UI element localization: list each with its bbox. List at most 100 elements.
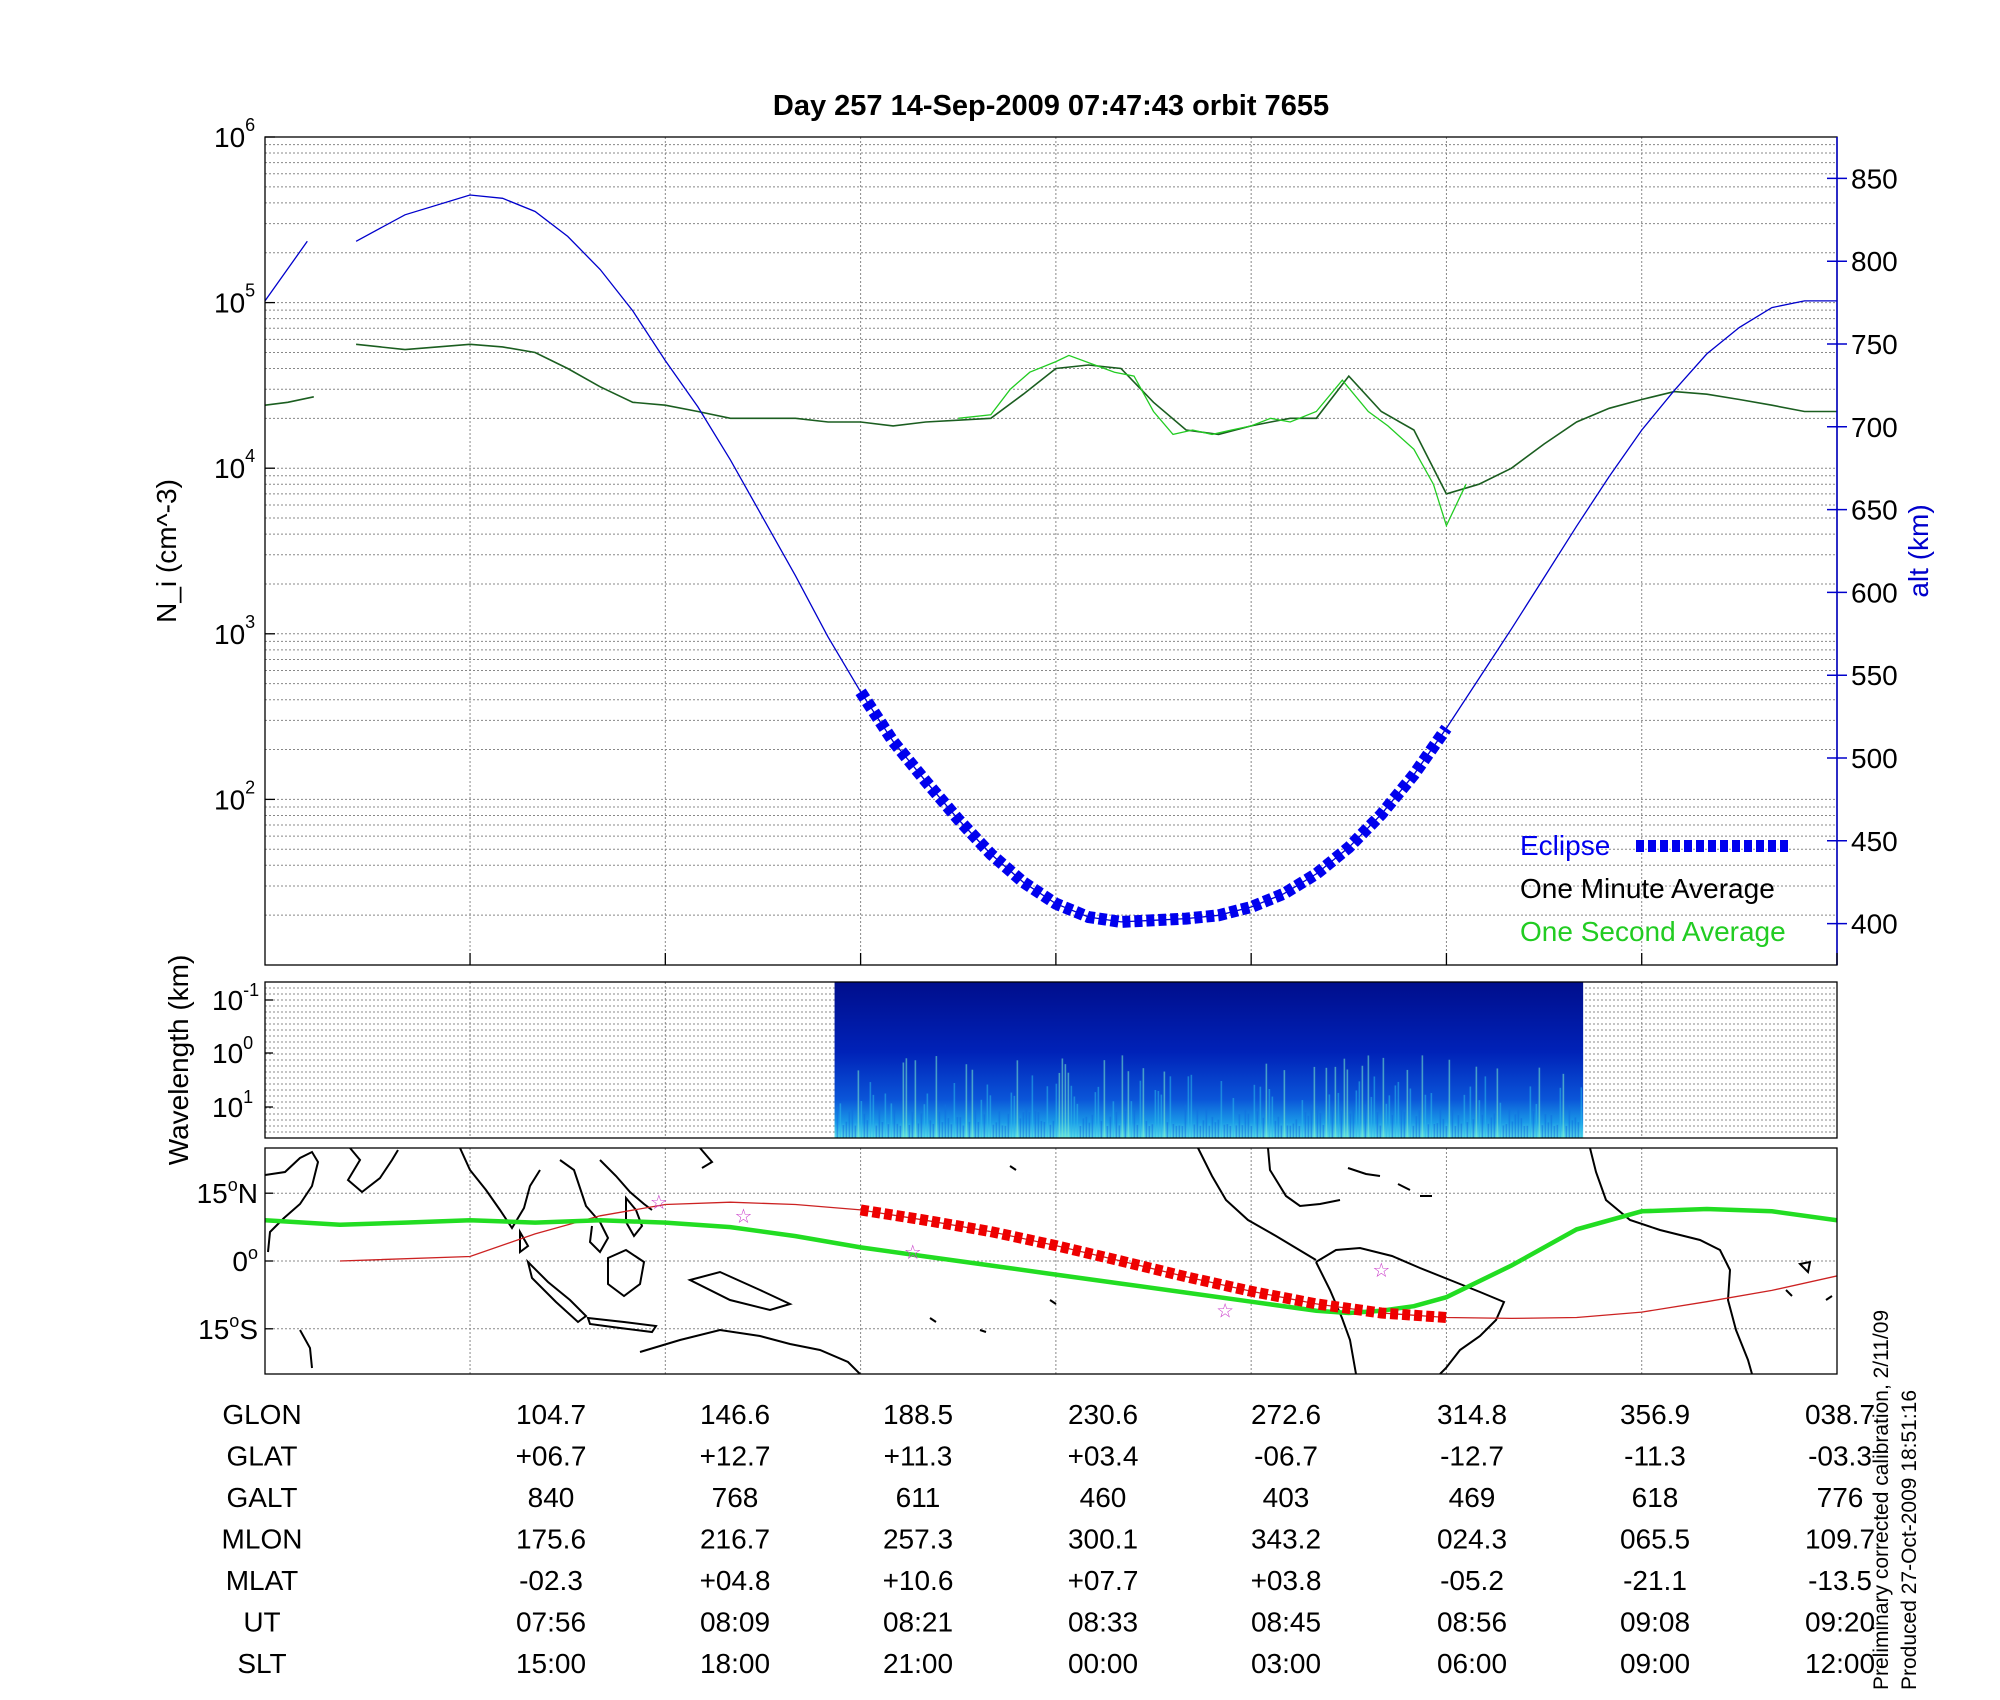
- spectrogram-streak: [917, 1123, 920, 1138]
- chart-title: Day 257 14-Sep-2009 07:47:43 orbit 7655: [773, 90, 1329, 122]
- spectrogram-streak: [1274, 1120, 1277, 1138]
- table-cell: 12:00: [1805, 1648, 1875, 1679]
- spectrogram-streak: [1355, 1090, 1358, 1138]
- spectrogram-streak: [836, 1108, 839, 1138]
- spectrogram-streak: [1580, 1087, 1583, 1138]
- spectrogram-streak: [1019, 1118, 1022, 1138]
- y2tick-label: 800: [1851, 246, 1898, 277]
- spectrogram-streak: [1199, 1125, 1202, 1138]
- spectrogram-streak: [1496, 1068, 1499, 1138]
- spectrogram-streak: [1553, 1125, 1556, 1138]
- table-cell: -02.3: [519, 1565, 583, 1596]
- spectrogram-streak: [1532, 1111, 1535, 1138]
- spectrogram-streak: [1043, 1121, 1046, 1138]
- spectrogram-streak: [1481, 1114, 1484, 1138]
- coastline-india: [459, 1148, 541, 1230]
- table-cell: 230.6: [1068, 1399, 1138, 1430]
- spectrogram-streak: [1292, 1123, 1295, 1138]
- table-cell: -06.7: [1254, 1441, 1318, 1472]
- spectrogram-streak: [1373, 1076, 1376, 1138]
- spectrogram-streak: [1520, 1118, 1523, 1138]
- spectrogram-streak: [1517, 1107, 1520, 1138]
- table-cell: 300.1: [1068, 1524, 1138, 1555]
- coastline-pacific-islands: [929, 1165, 1057, 1333]
- spectrogram-streak: [1391, 1114, 1394, 1138]
- spectrogram-streak: [977, 1121, 980, 1138]
- map-grid: [265, 1148, 1838, 1374]
- credit-line-2: Produced 27-Oct-2009 18:51:16: [1898, 1390, 1921, 1690]
- table-cell: 024.3: [1437, 1524, 1507, 1555]
- spectrogram-streak: [1244, 1109, 1247, 1138]
- spectrogram-streak: [986, 1084, 989, 1138]
- spectrogram-streak: [1394, 1085, 1397, 1138]
- spectrogram-streak: [1094, 1092, 1097, 1138]
- table-cell: 611: [896, 1482, 941, 1513]
- spectrogram-streaks: [836, 1055, 1583, 1138]
- spectrogram-streak: [1574, 1117, 1577, 1138]
- spectrogram-streak: [1556, 1124, 1559, 1138]
- spectrogram-ylabel-text: Wavelength (km): [163, 955, 194, 1166]
- map-yticks: 15oN 0o 15oS: [197, 1175, 273, 1345]
- spectrogram-streak: [1412, 1125, 1415, 1138]
- spectrogram-streak: [1448, 1059, 1451, 1138]
- table-cell: 188.5: [883, 1399, 953, 1430]
- spectrogram-streak: [1502, 1125, 1505, 1138]
- coastline-japan: [699, 1148, 714, 1169]
- spectrogram-streak: [1220, 1081, 1223, 1138]
- coastlines: [265, 1148, 1833, 1374]
- spectrogram-streak: [1184, 1105, 1187, 1138]
- spectrogram-streak: [1442, 1118, 1445, 1138]
- spectrogram-streak: [983, 1114, 986, 1138]
- coastline-borneo: [607, 1248, 646, 1298]
- spectrogram-streak: [1196, 1108, 1199, 1138]
- table-cell: +04.8: [700, 1565, 771, 1596]
- altitude-line: [265, 194, 1837, 923]
- spectrogram-streak: [1331, 1108, 1334, 1138]
- table-cell: 403: [1263, 1482, 1310, 1513]
- spectrogram-streak: [1085, 1116, 1088, 1138]
- altitude-yticks: 400 450 500 550 600 650 700 750 800 850: [1827, 163, 1898, 940]
- table-cell: 776: [1817, 1482, 1864, 1513]
- spectrogram-streak: [1100, 1120, 1103, 1138]
- spectrogram-streak: [1577, 1122, 1580, 1138]
- table-cell: 272.6: [1251, 1399, 1321, 1430]
- spectrogram-streak: [1208, 1125, 1211, 1138]
- spectrogram-streak: [893, 1108, 896, 1138]
- slt-xticks: [469, 953, 1838, 965]
- spectrogram-streak: [1001, 1125, 1004, 1138]
- coastline-west-africa: [1589, 1148, 1753, 1374]
- spectrogram-streak: [1262, 1117, 1265, 1138]
- table-cell: 08:21: [883, 1607, 953, 1638]
- table-row-label: SLT: [237, 1648, 286, 1679]
- spectrogram-streak: [1049, 1124, 1052, 1138]
- spectrogram-streak: [884, 1093, 887, 1138]
- spectrogram-streak: [926, 1093, 929, 1138]
- ytick-label: 106: [214, 115, 255, 153]
- spectrogram-streak: [998, 1111, 1001, 1138]
- spectrogram-streak: [1217, 1119, 1220, 1138]
- y2tick-label: 650: [1851, 495, 1898, 526]
- spectrogram-streak: [1487, 1123, 1490, 1138]
- spectrogram-streak: [1055, 1083, 1058, 1138]
- spectrogram-streak: [1415, 1116, 1418, 1138]
- coastline-north-america: [1197, 1148, 1317, 1261]
- spectrogram-streak: [1079, 1125, 1082, 1138]
- spectrogram-streak: [1058, 1072, 1061, 1138]
- spectrogram-streak: [896, 1123, 899, 1138]
- spec-ytick-exponent: 0: [243, 1033, 253, 1053]
- coastline-africa: [265, 1150, 320, 1253]
- spectrogram-streak: [860, 1100, 863, 1138]
- spectrogram-streak: [1328, 1094, 1331, 1138]
- spectrogram-streak: [1343, 1058, 1346, 1138]
- spectrogram-streak: [839, 1103, 842, 1138]
- table-cell: 216.7: [700, 1524, 770, 1555]
- spectrogram-streak: [1181, 1125, 1184, 1138]
- spectrogram-streak: [1136, 1124, 1139, 1138]
- table-cell: +11.3: [884, 1441, 953, 1472]
- ion-density-ylabel-text: N_i (cm^-3): [151, 479, 182, 623]
- table-row-label: MLAT: [226, 1565, 299, 1596]
- table-cell: -03.3: [1808, 1441, 1872, 1472]
- spectrogram-ylabel: Wavelength (km): [163, 955, 194, 1166]
- spectrogram-streak: [848, 1111, 851, 1138]
